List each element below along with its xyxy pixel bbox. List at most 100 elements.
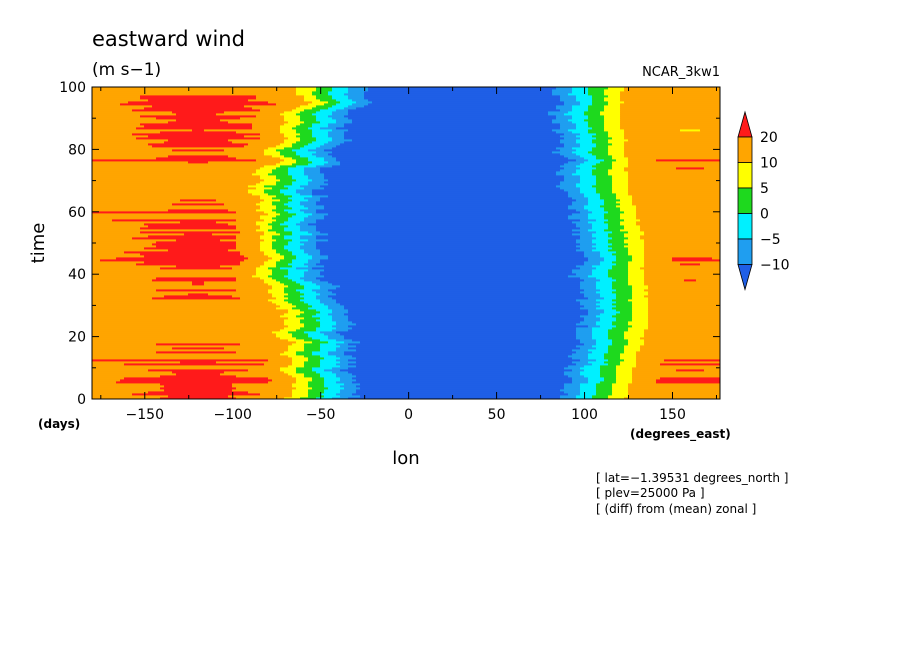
contour-band	[272, 293, 289, 296]
contour-band	[624, 211, 637, 214]
contour-band	[336, 321, 353, 324]
contour-band	[332, 291, 581, 294]
contour-band	[140, 231, 241, 234]
contour-band	[92, 345, 289, 348]
contour-band	[644, 247, 721, 250]
contour-band	[596, 339, 613, 342]
contour-band	[116, 381, 269, 384]
contour-band	[572, 117, 589, 120]
contour-band	[564, 367, 581, 370]
contour-band	[212, 233, 265, 236]
contour-band	[624, 347, 641, 350]
contour-band	[92, 373, 177, 376]
contour-band	[336, 363, 349, 366]
contour-band	[276, 333, 293, 336]
contour-band	[236, 397, 285, 400]
contour-band	[616, 319, 633, 322]
contour-band	[612, 161, 629, 164]
contour-band	[580, 393, 597, 396]
contour-band	[288, 211, 305, 214]
contour-band	[600, 161, 613, 164]
contour-band	[328, 335, 345, 338]
contour-band	[620, 97, 721, 100]
contour-band	[360, 395, 561, 398]
contour-band	[312, 369, 325, 372]
contour-band	[316, 209, 577, 212]
contour-band	[628, 251, 645, 254]
contour-band	[92, 179, 265, 182]
contour-band	[92, 237, 133, 240]
contour-band	[312, 179, 329, 182]
contour-band	[304, 293, 321, 296]
contour-band	[308, 177, 325, 180]
contour-band	[592, 223, 609, 226]
contour-band	[580, 143, 597, 146]
contour-band	[156, 343, 241, 346]
contour-band	[644, 277, 721, 280]
contour-band	[232, 383, 293, 386]
contour-band	[316, 211, 581, 214]
contour-band	[340, 357, 357, 360]
contour-band	[644, 339, 721, 342]
contour-band	[132, 237, 237, 240]
contour-band	[576, 223, 593, 226]
y-tick-label: 100	[59, 80, 86, 96]
contour-band	[632, 257, 645, 260]
contour-band	[288, 169, 305, 172]
contour-band	[300, 397, 317, 400]
contour-band	[344, 383, 361, 386]
contour-band	[648, 307, 721, 310]
contour-band	[604, 309, 617, 312]
contour-band	[288, 205, 305, 208]
contour-band	[596, 183, 613, 186]
contour-band	[308, 143, 325, 146]
contour-band	[272, 221, 285, 224]
contour-band	[288, 273, 305, 276]
contour-band	[92, 151, 265, 154]
contour-band	[596, 315, 613, 318]
contour-band	[208, 161, 281, 164]
contour-band	[612, 341, 629, 344]
contour-band	[336, 119, 353, 122]
contour-band	[644, 341, 721, 344]
contour-band	[580, 137, 597, 140]
contour-band	[300, 147, 317, 150]
contour-band	[256, 169, 273, 172]
contour-band	[324, 177, 565, 180]
contour-band	[356, 391, 565, 394]
contour-band	[592, 225, 609, 228]
contour-band	[632, 311, 649, 314]
contour-band	[580, 167, 597, 170]
contour-band	[616, 365, 637, 368]
contour-band	[604, 97, 621, 100]
contour-band	[92, 329, 281, 332]
contour-band	[92, 195, 261, 198]
contour-band	[584, 251, 601, 254]
contour-band	[304, 169, 321, 172]
contour-band	[592, 269, 609, 272]
contour-band	[292, 157, 309, 160]
contour-band	[296, 107, 313, 110]
contour-band	[296, 377, 313, 380]
contour-band	[312, 341, 329, 344]
contour-band	[620, 123, 721, 126]
contour-band	[284, 135, 297, 138]
contour-band	[584, 293, 601, 296]
contour-band	[352, 99, 369, 102]
contour-band	[564, 189, 581, 192]
contour-band	[316, 283, 333, 286]
contour-band	[328, 257, 589, 260]
contour-band	[280, 143, 293, 146]
contour-band	[328, 305, 345, 308]
contour-band	[264, 185, 285, 188]
contour-band	[344, 387, 361, 390]
contour-band	[332, 113, 349, 116]
contour-band	[604, 91, 621, 94]
contour-band	[292, 395, 309, 398]
contour-band	[312, 191, 569, 194]
contour-band	[628, 243, 645, 246]
contour-band	[92, 207, 261, 210]
contour-band	[92, 365, 289, 368]
contour-band	[260, 247, 273, 250]
contour-band	[620, 111, 721, 114]
